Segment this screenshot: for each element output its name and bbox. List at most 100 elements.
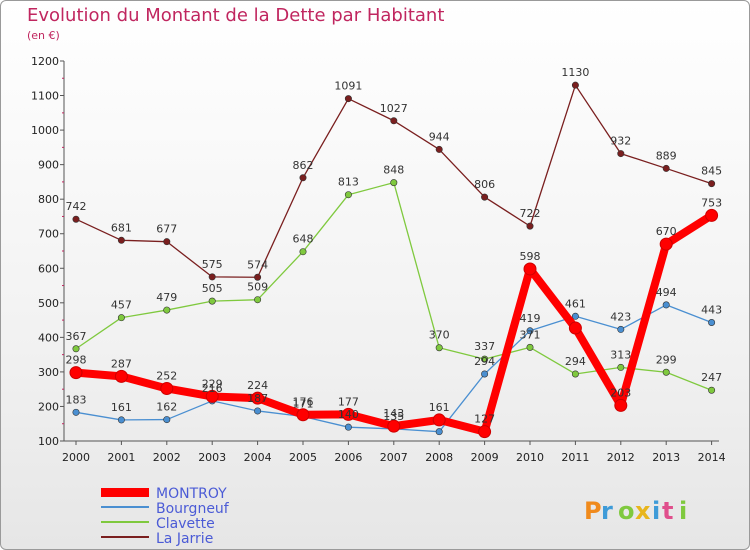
data-point (705, 208, 719, 222)
data-label: 862 (293, 159, 314, 172)
data-label: 224 (247, 379, 268, 392)
data-point (617, 150, 625, 158)
data-label: 203 (610, 386, 631, 399)
data-label: 575 (202, 258, 223, 271)
data-label: 722 (520, 207, 541, 220)
data-label: 294 (474, 355, 495, 368)
y-tick-label: 500 (38, 297, 59, 310)
data-point (114, 369, 128, 383)
data-label: 742 (66, 200, 87, 213)
data-label: 648 (293, 233, 314, 246)
data-labels: 298 287 252 229 224 176 177 143 161 127 598 203 670 7… (66, 66, 723, 425)
legend-label: Bourgneuf (156, 501, 230, 517)
data-point (481, 370, 489, 378)
x-tick-label: 2008 (425, 451, 453, 464)
data-label: 457 (111, 299, 132, 312)
data-point (344, 423, 352, 431)
data-point (432, 413, 446, 427)
data-point (390, 179, 398, 187)
x-tick-label: 2000 (62, 451, 90, 464)
data-point (205, 389, 219, 403)
y-tick-label: 400 (38, 331, 59, 344)
x-tick-label: 2010 (516, 451, 544, 464)
y-tick-label: 1200 (31, 55, 59, 68)
logo-letter: r (601, 497, 613, 525)
data-point (568, 321, 582, 335)
data-label: 337 (474, 340, 495, 353)
data-label: 1091 (334, 80, 362, 93)
data-point (117, 416, 125, 424)
data-label: 294 (565, 355, 586, 368)
data-label: 216 (202, 382, 223, 395)
y-tick-label: 700 (38, 228, 59, 241)
data-label: 171 (293, 397, 314, 410)
data-label: 806 (474, 178, 495, 191)
data-point (299, 174, 307, 182)
data-point (344, 191, 352, 199)
y-tick-label: 200 (38, 400, 59, 413)
data-point (72, 408, 80, 416)
y-tick-label: 1000 (31, 124, 59, 137)
data-point (481, 193, 489, 201)
x-tick-label: 2002 (153, 451, 181, 464)
data-label: 313 (610, 348, 631, 361)
x-tick-label: 2011 (561, 451, 589, 464)
data-label: 252 (156, 369, 177, 382)
data-point (254, 296, 262, 304)
data-point (571, 81, 579, 89)
data-point (344, 95, 352, 103)
logo-letter: o (618, 497, 635, 525)
data-label: 371 (520, 328, 541, 341)
data-label: 370 (429, 329, 450, 342)
data-point (435, 145, 443, 153)
y-tick-label: 800 (38, 193, 59, 206)
data-point (163, 416, 171, 424)
data-point (617, 363, 625, 371)
data-label: 479 (156, 291, 177, 304)
x-tick-label: 2012 (607, 451, 635, 464)
data-label: 183 (66, 393, 87, 406)
data-label: 127 (474, 413, 495, 426)
data-label: 187 (247, 392, 268, 405)
y-tick-label: 1100 (31, 90, 59, 103)
data-point (251, 391, 265, 405)
logo-letter: i (679, 497, 687, 525)
data-point (160, 381, 174, 395)
x-tick-label: 2005 (289, 451, 317, 464)
data-point (614, 398, 628, 412)
data-point (435, 344, 443, 352)
data-label: 753 (701, 196, 722, 209)
chart-subtitle: (en €) (27, 29, 60, 42)
data-label: 677 (156, 223, 177, 236)
data-point (617, 325, 625, 333)
data-label: 162 (156, 401, 177, 414)
data-point (662, 164, 670, 172)
legend-swatch-montroy (101, 488, 149, 497)
data-label: 367 (66, 330, 87, 343)
data-point (387, 419, 401, 433)
data-label: 443 (701, 304, 722, 317)
data-point (254, 273, 262, 281)
data-point (571, 312, 579, 320)
data-point (72, 345, 80, 353)
data-label: 423 (610, 310, 631, 323)
chart-title: Evolution du Montant de la Dette par Hab… (27, 5, 445, 26)
x-tick-label: 2001 (107, 451, 135, 464)
data-point (390, 117, 398, 125)
data-point (208, 273, 216, 281)
data-point (523, 262, 537, 276)
data-point (69, 366, 83, 380)
legend-label: MONTROY (156, 486, 227, 502)
data-label: 944 (429, 130, 450, 143)
data-label: 419 (520, 312, 541, 325)
data-label: 681 (111, 221, 132, 234)
data-label: 670 (656, 225, 677, 238)
data-label: 229 (202, 377, 223, 390)
data-label: 574 (247, 258, 268, 271)
data-label: 298 (66, 354, 87, 367)
data-label: 287 (111, 357, 132, 370)
data-label: 932 (610, 135, 631, 148)
data-label: 177 (338, 395, 359, 408)
